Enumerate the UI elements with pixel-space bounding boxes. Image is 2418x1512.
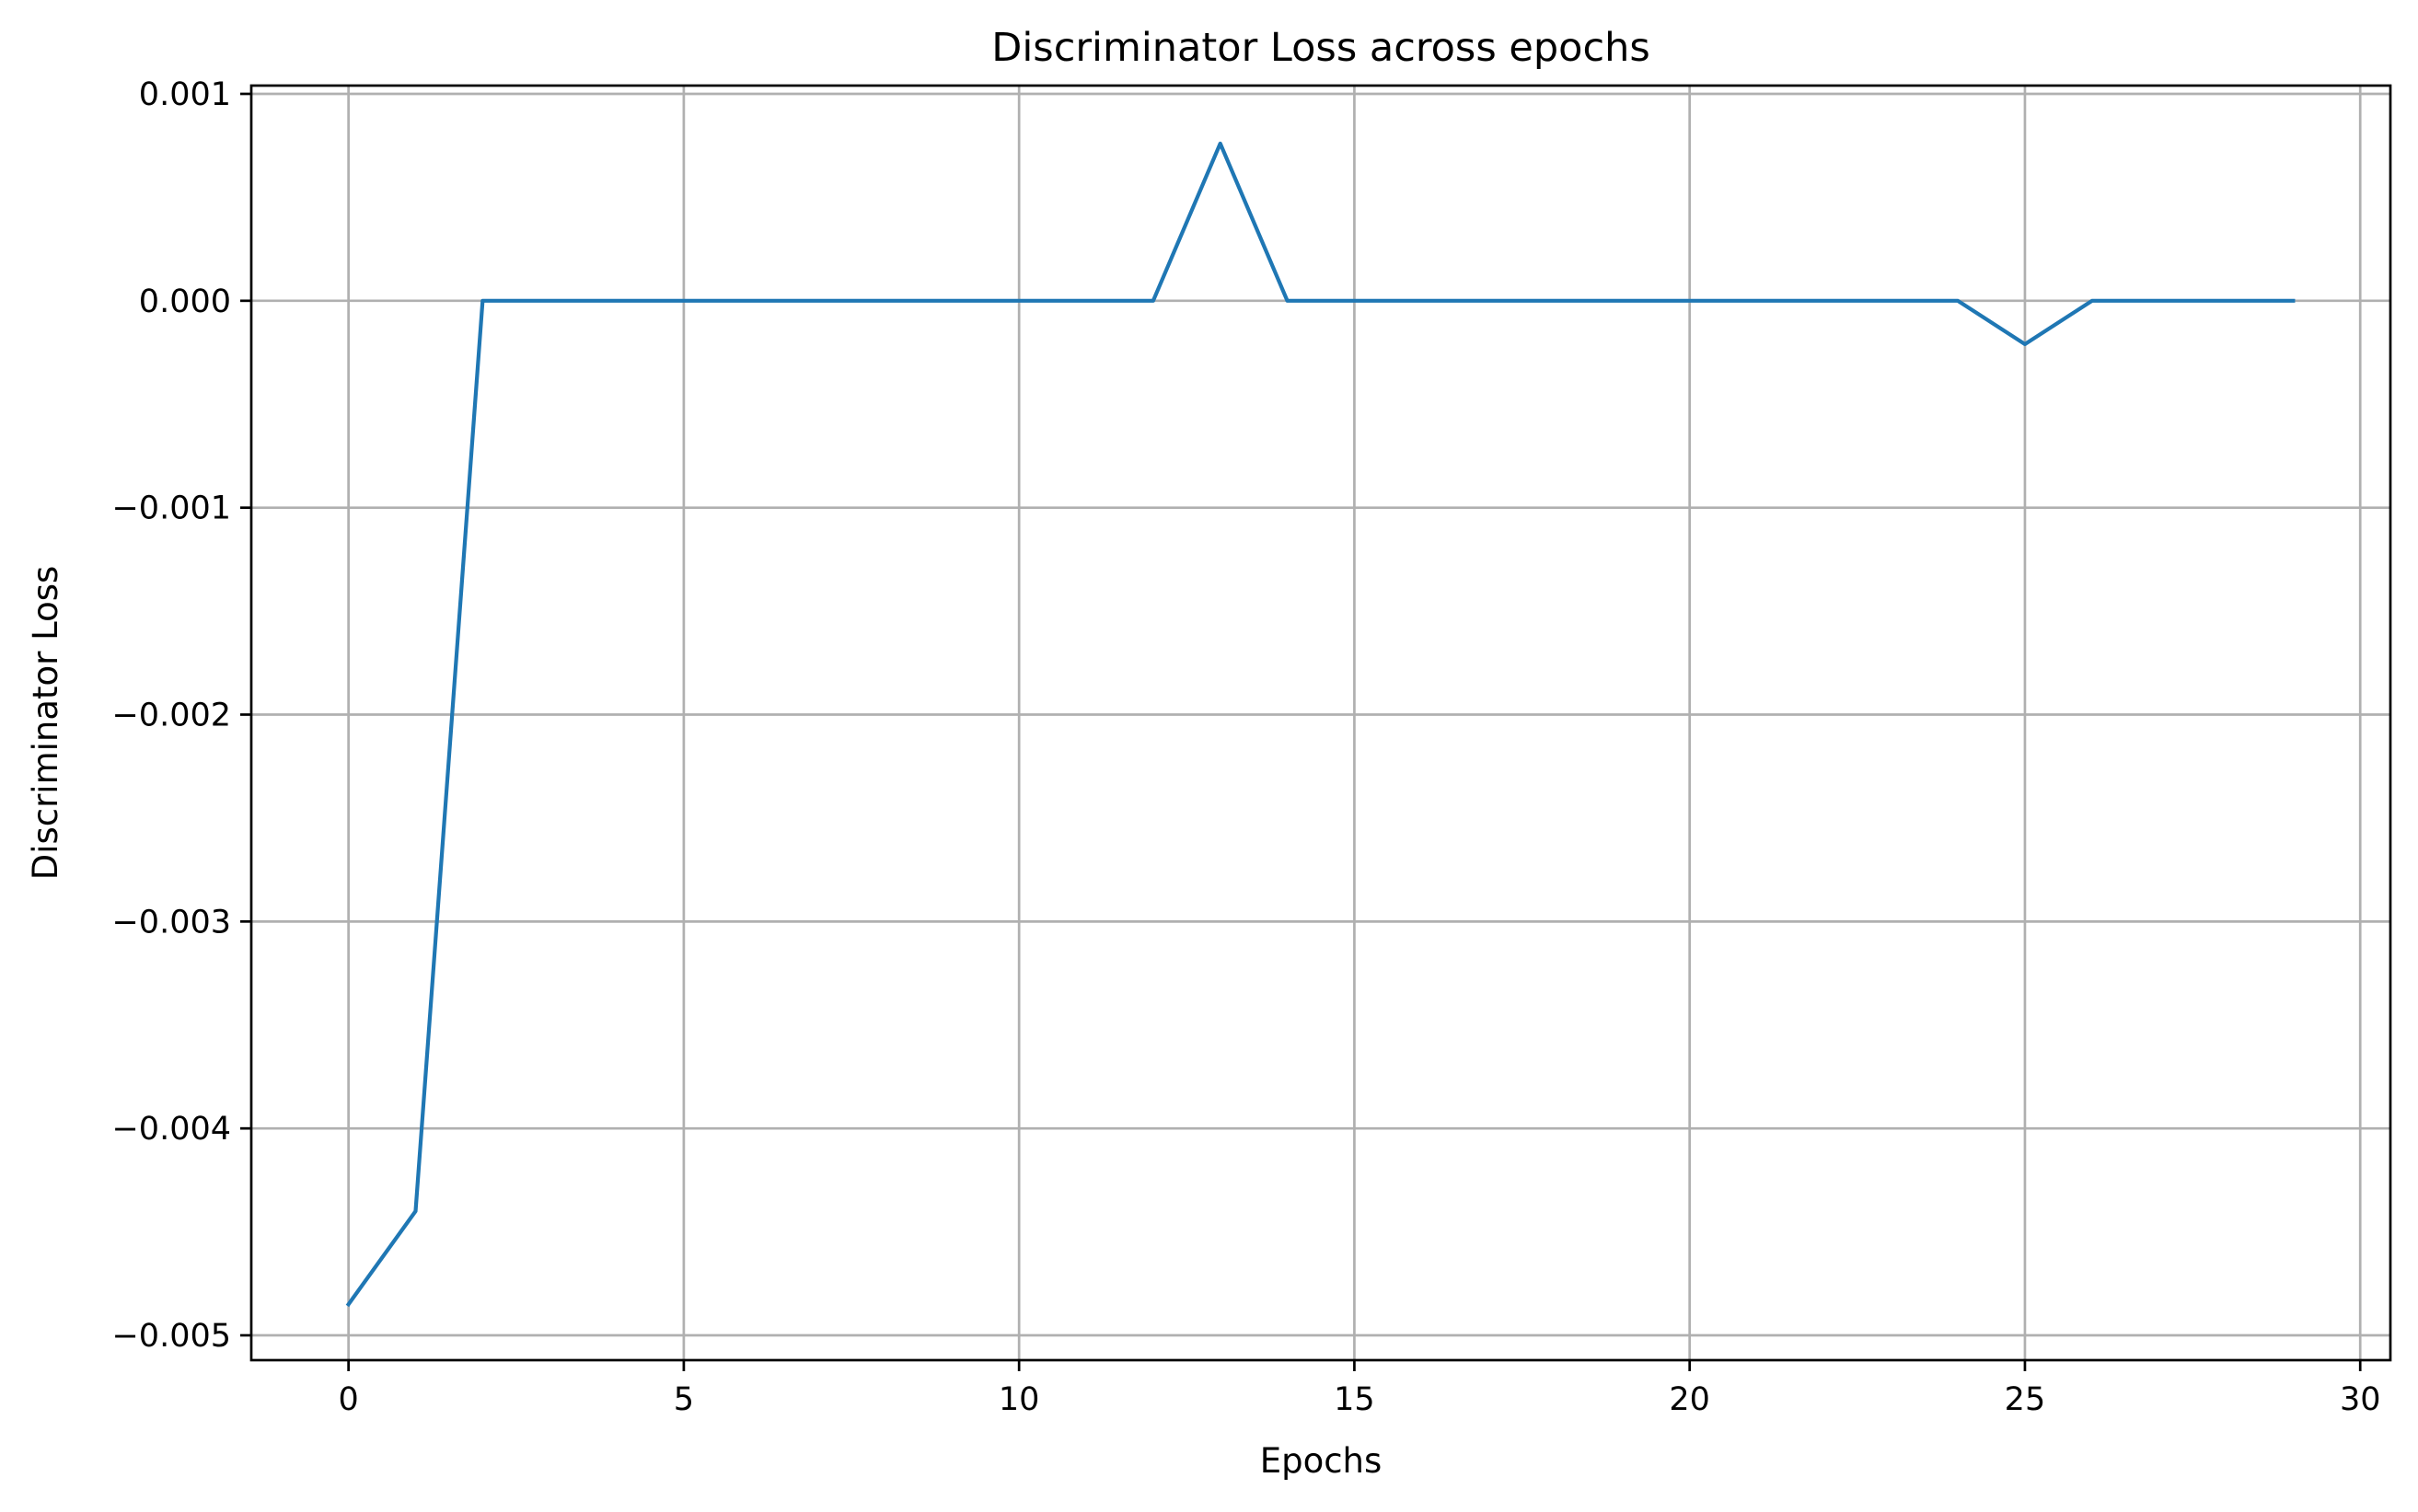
- ticks: 0 5 10 15 20 25 30 0.001 0.000 −0.001 −0.002 −0.003…: [111, 76, 2380, 1418]
- y-tick-label: −0.004: [111, 1111, 231, 1148]
- y-tick-label: −0.003: [111, 904, 231, 941]
- series-layer: [345, 141, 2296, 1308]
- y-tick-label: −0.002: [111, 698, 231, 734]
- x-tick-label: 15: [1334, 1381, 1375, 1418]
- plot-frame: [249, 84, 2392, 1362]
- y-axis-label: Discriminator Loss: [26, 566, 65, 881]
- y-tick-label: −0.001: [111, 491, 231, 527]
- x-tick-label: 25: [2005, 1381, 2046, 1418]
- x-tick-label: 30: [2340, 1381, 2381, 1418]
- y-tick-label: 0.000: [139, 283, 231, 320]
- chart-title: Discriminator Loss across epochs: [991, 25, 1650, 71]
- x-axis-label: Epochs: [1260, 1441, 1383, 1481]
- series-line: [345, 141, 2296, 1308]
- x-tick-label: 5: [674, 1381, 694, 1418]
- x-tick-label: 20: [1669, 1381, 1710, 1418]
- x-tick-label: 0: [338, 1381, 358, 1418]
- y-tick-label: −0.005: [111, 1318, 231, 1355]
- y-tick-label: 0.001: [139, 76, 231, 113]
- x-tick-label: 10: [999, 1381, 1040, 1418]
